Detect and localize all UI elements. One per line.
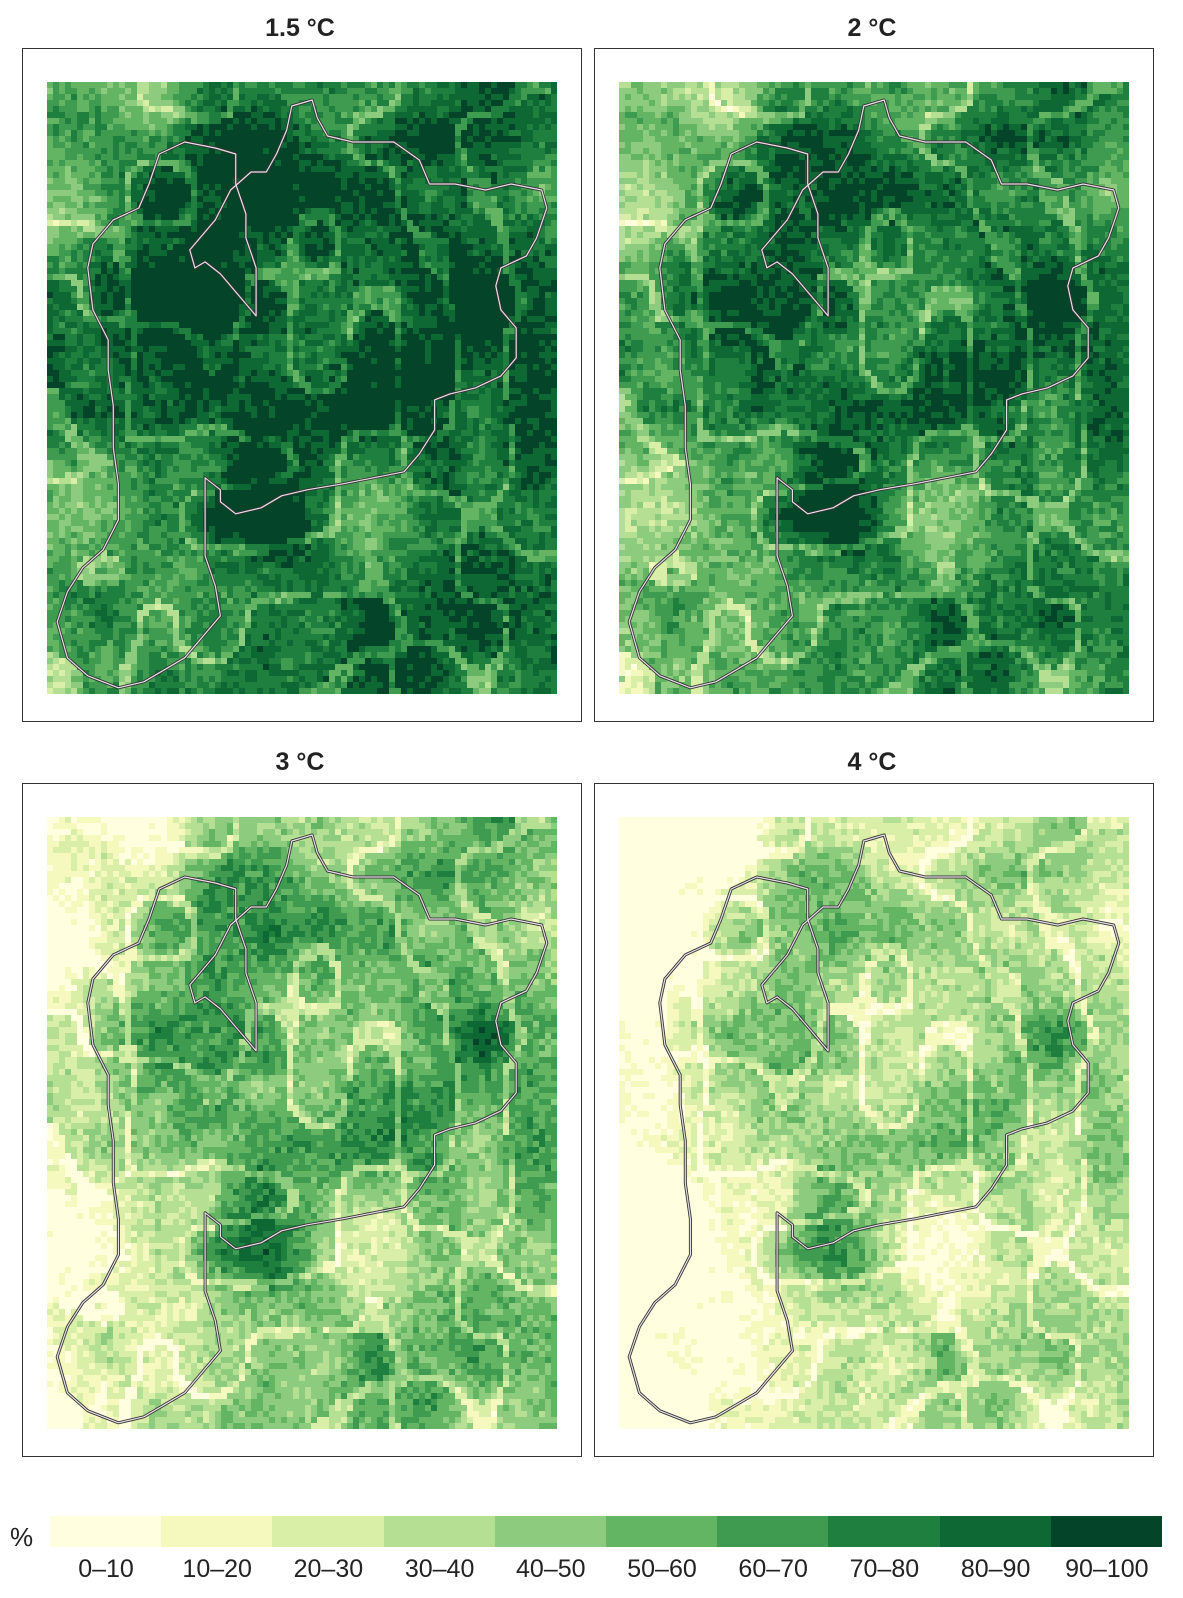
region-outline [56,834,548,1424]
suitability-map-1 [47,82,557,694]
panel-title-3: 3 °C [20,748,580,777]
region-outline [56,99,548,689]
legend-label-5: 40–50 [495,1555,607,1584]
suitability-map-2 [619,82,1129,694]
legend-swatch-7 [717,1516,829,1547]
raster-layer [47,817,557,1429]
legend-swatch-8 [828,1516,941,1547]
legend-swatch-6 [606,1516,718,1547]
legend-swatch-5 [494,1516,607,1547]
legend-label-6: 50–60 [606,1555,718,1584]
legend-label-4: 30–40 [384,1555,496,1584]
suitability-map-3 [47,817,557,1429]
legend-label-3: 20–30 [272,1555,384,1584]
legend-swatch-10 [1050,1516,1163,1547]
legend-swatch-2 [161,1516,273,1547]
legend-label-9: 80–90 [940,1555,1052,1584]
panel-title-1: 1.5 °C [20,14,580,43]
region-outline [628,99,1120,689]
legend-swatch-3 [272,1516,385,1547]
legend-label-7: 60–70 [717,1555,829,1584]
legend-swatch-1 [50,1516,162,1547]
suitability-map-4 [619,817,1129,1429]
raster-layer [47,82,557,694]
legend-label-1: 0–10 [50,1555,162,1584]
raster-layer [619,82,1129,694]
region-outline [628,834,1120,1424]
legend-label-2: 10–20 [161,1555,273,1584]
legend-swatch-9 [939,1516,1052,1547]
legend-unit: % [10,1522,33,1553]
legend-label-8: 70–80 [828,1555,940,1584]
raster-layer [619,817,1129,1429]
legend-swatch-4 [383,1516,496,1547]
panel-title-4: 4 °C [592,748,1152,777]
panel-title-2: 2 °C [592,14,1152,43]
legend-label-10: 90–100 [1051,1555,1163,1584]
